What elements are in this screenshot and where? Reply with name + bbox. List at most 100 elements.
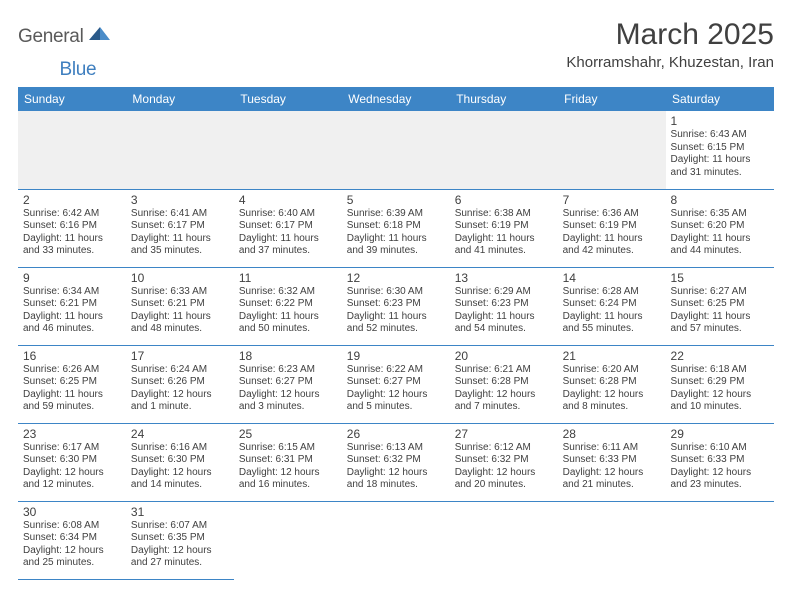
day-info: Sunrise: 6:33 AMSunset: 6:21 PMDaylight:…: [131, 286, 229, 336]
calendar-table: SundayMondayTuesdayWednesdayThursdayFrid…: [18, 87, 774, 580]
calendar-cell: [558, 501, 666, 579]
day-header: Saturday: [666, 87, 774, 111]
calendar-cell: [666, 501, 774, 579]
day-info: Sunrise: 6:40 AMSunset: 6:17 PMDaylight:…: [239, 208, 337, 258]
calendar-cell: [558, 111, 666, 189]
day-number: 3: [131, 193, 229, 207]
day-info: Sunrise: 6:34 AMSunset: 6:21 PMDaylight:…: [23, 286, 121, 336]
day-info: Sunrise: 6:35 AMSunset: 6:20 PMDaylight:…: [671, 208, 769, 258]
logo-text-blue: Blue: [60, 59, 97, 81]
calendar-cell: 25Sunrise: 6:15 AMSunset: 6:31 PMDayligh…: [234, 423, 342, 501]
day-number: 18: [239, 349, 337, 363]
day-number: 4: [239, 193, 337, 207]
day-number: 10: [131, 271, 229, 285]
calendar-week-row: 2Sunrise: 6:42 AMSunset: 6:16 PMDaylight…: [18, 189, 774, 267]
day-info: Sunrise: 6:42 AMSunset: 6:16 PMDaylight:…: [23, 208, 121, 258]
day-number: 8: [671, 193, 769, 207]
logo: General: [18, 26, 113, 48]
calendar-cell: [342, 111, 450, 189]
day-info: Sunrise: 6:23 AMSunset: 6:27 PMDaylight:…: [239, 364, 337, 414]
day-info: Sunrise: 6:28 AMSunset: 6:24 PMDaylight:…: [563, 286, 661, 336]
day-number: 11: [239, 271, 337, 285]
day-info: Sunrise: 6:24 AMSunset: 6:26 PMDaylight:…: [131, 364, 229, 414]
calendar-cell: 2Sunrise: 6:42 AMSunset: 6:16 PMDaylight…: [18, 189, 126, 267]
day-number: 5: [347, 193, 445, 207]
calendar-cell: 18Sunrise: 6:23 AMSunset: 6:27 PMDayligh…: [234, 345, 342, 423]
calendar-cell: [342, 501, 450, 579]
day-info: Sunrise: 6:21 AMSunset: 6:28 PMDaylight:…: [455, 364, 553, 414]
calendar-header: SundayMondayTuesdayWednesdayThursdayFrid…: [18, 87, 774, 111]
calendar-cell: [450, 111, 558, 189]
day-number: 12: [347, 271, 445, 285]
calendar-cell: 5Sunrise: 6:39 AMSunset: 6:18 PMDaylight…: [342, 189, 450, 267]
calendar-cell: 6Sunrise: 6:38 AMSunset: 6:19 PMDaylight…: [450, 189, 558, 267]
day-header: Thursday: [450, 87, 558, 111]
day-number: 23: [23, 427, 121, 441]
calendar-cell: [234, 501, 342, 579]
calendar-cell: 20Sunrise: 6:21 AMSunset: 6:28 PMDayligh…: [450, 345, 558, 423]
calendar-cell: 7Sunrise: 6:36 AMSunset: 6:19 PMDaylight…: [558, 189, 666, 267]
day-info: Sunrise: 6:22 AMSunset: 6:27 PMDaylight:…: [347, 364, 445, 414]
day-number: 22: [671, 349, 769, 363]
logo-triangle-icon: [89, 25, 111, 46]
day-number: 26: [347, 427, 445, 441]
calendar-cell: 8Sunrise: 6:35 AMSunset: 6:20 PMDaylight…: [666, 189, 774, 267]
calendar-cell: 13Sunrise: 6:29 AMSunset: 6:23 PMDayligh…: [450, 267, 558, 345]
day-info: Sunrise: 6:08 AMSunset: 6:34 PMDaylight:…: [23, 520, 121, 570]
calendar-cell: 24Sunrise: 6:16 AMSunset: 6:30 PMDayligh…: [126, 423, 234, 501]
calendar-cell: 16Sunrise: 6:26 AMSunset: 6:25 PMDayligh…: [18, 345, 126, 423]
calendar-cell: 21Sunrise: 6:20 AMSunset: 6:28 PMDayligh…: [558, 345, 666, 423]
day-info: Sunrise: 6:11 AMSunset: 6:33 PMDaylight:…: [563, 442, 661, 492]
day-number: 16: [23, 349, 121, 363]
day-header: Monday: [126, 87, 234, 111]
calendar-week-row: 16Sunrise: 6:26 AMSunset: 6:25 PMDayligh…: [18, 345, 774, 423]
logo-text-general: General: [18, 26, 84, 48]
day-info: Sunrise: 6:30 AMSunset: 6:23 PMDaylight:…: [347, 286, 445, 336]
calendar-cell: 19Sunrise: 6:22 AMSunset: 6:27 PMDayligh…: [342, 345, 450, 423]
calendar-cell: 27Sunrise: 6:12 AMSunset: 6:32 PMDayligh…: [450, 423, 558, 501]
day-number: 14: [563, 271, 661, 285]
calendar-cell: 29Sunrise: 6:10 AMSunset: 6:33 PMDayligh…: [666, 423, 774, 501]
day-info: Sunrise: 6:38 AMSunset: 6:19 PMDaylight:…: [455, 208, 553, 258]
day-number: 27: [455, 427, 553, 441]
day-number: 6: [455, 193, 553, 207]
day-number: 21: [563, 349, 661, 363]
day-number: 30: [23, 505, 121, 519]
calendar-cell: [18, 111, 126, 189]
calendar-cell: [234, 111, 342, 189]
day-info: Sunrise: 6:32 AMSunset: 6:22 PMDaylight:…: [239, 286, 337, 336]
title-block: March 2025 Khorramshahr, Khuzestan, Iran: [566, 18, 774, 71]
calendar-cell: 1Sunrise: 6:43 AMSunset: 6:15 PMDaylight…: [666, 111, 774, 189]
calendar-cell: 14Sunrise: 6:28 AMSunset: 6:24 PMDayligh…: [558, 267, 666, 345]
day-number: 24: [131, 427, 229, 441]
location: Khorramshahr, Khuzestan, Iran: [566, 54, 774, 71]
day-number: 28: [563, 427, 661, 441]
calendar-cell: 9Sunrise: 6:34 AMSunset: 6:21 PMDaylight…: [18, 267, 126, 345]
day-number: 13: [455, 271, 553, 285]
day-info: Sunrise: 6:18 AMSunset: 6:29 PMDaylight:…: [671, 364, 769, 414]
day-info: Sunrise: 6:17 AMSunset: 6:30 PMDaylight:…: [23, 442, 121, 492]
day-info: Sunrise: 6:10 AMSunset: 6:33 PMDaylight:…: [671, 442, 769, 492]
calendar-week-row: 9Sunrise: 6:34 AMSunset: 6:21 PMDaylight…: [18, 267, 774, 345]
day-info: Sunrise: 6:15 AMSunset: 6:31 PMDaylight:…: [239, 442, 337, 492]
calendar-cell: 11Sunrise: 6:32 AMSunset: 6:22 PMDayligh…: [234, 267, 342, 345]
day-info: Sunrise: 6:12 AMSunset: 6:32 PMDaylight:…: [455, 442, 553, 492]
day-header: Friday: [558, 87, 666, 111]
calendar-cell: 15Sunrise: 6:27 AMSunset: 6:25 PMDayligh…: [666, 267, 774, 345]
day-number: 9: [23, 271, 121, 285]
calendar-cell: [450, 501, 558, 579]
calendar-cell: 30Sunrise: 6:08 AMSunset: 6:34 PMDayligh…: [18, 501, 126, 579]
calendar-page: General March 2025 Khorramshahr, Khuzest…: [0, 0, 792, 590]
day-number: 31: [131, 505, 229, 519]
calendar-cell: 26Sunrise: 6:13 AMSunset: 6:32 PMDayligh…: [342, 423, 450, 501]
calendar-cell: 12Sunrise: 6:30 AMSunset: 6:23 PMDayligh…: [342, 267, 450, 345]
day-info: Sunrise: 6:26 AMSunset: 6:25 PMDaylight:…: [23, 364, 121, 414]
day-number: 19: [347, 349, 445, 363]
day-info: Sunrise: 6:29 AMSunset: 6:23 PMDaylight:…: [455, 286, 553, 336]
day-header: Tuesday: [234, 87, 342, 111]
calendar-cell: 17Sunrise: 6:24 AMSunset: 6:26 PMDayligh…: [126, 345, 234, 423]
day-info: Sunrise: 6:27 AMSunset: 6:25 PMDaylight:…: [671, 286, 769, 336]
day-header: Sunday: [18, 87, 126, 111]
calendar-cell: [126, 111, 234, 189]
day-number: 17: [131, 349, 229, 363]
